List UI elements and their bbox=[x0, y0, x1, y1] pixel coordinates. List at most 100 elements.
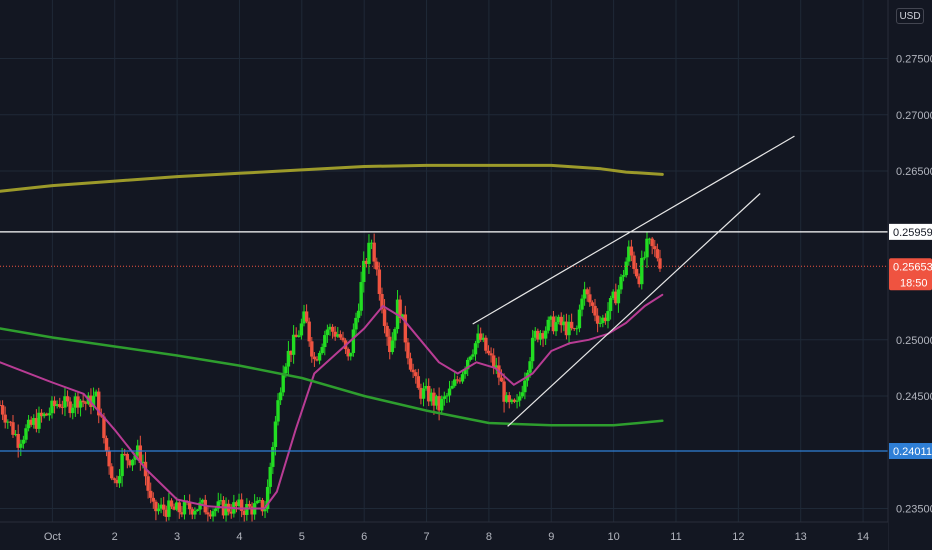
time-tick-label: 5 bbox=[299, 531, 305, 543]
candle-body bbox=[47, 413, 52, 416]
candle-body bbox=[294, 334, 298, 337]
candle-body bbox=[655, 249, 660, 259]
candle-body bbox=[258, 500, 262, 502]
current-price-label: 0.25653 bbox=[893, 261, 932, 273]
candle-body bbox=[354, 317, 358, 330]
candle-body bbox=[369, 242, 374, 244]
candle-body bbox=[356, 310, 361, 318]
candle-body bbox=[237, 499, 241, 507]
candle-body bbox=[346, 349, 350, 357]
candle-body bbox=[637, 276, 641, 285]
candle-body bbox=[21, 439, 26, 444]
candle-body bbox=[42, 413, 46, 417]
candle-body bbox=[130, 459, 135, 466]
time-tick-label: 3 bbox=[174, 531, 180, 543]
candle-body bbox=[601, 317, 605, 323]
time-tick-label: 9 bbox=[548, 531, 554, 543]
candle-body bbox=[281, 373, 285, 393]
candle-body bbox=[551, 316, 556, 332]
candle-body bbox=[650, 238, 654, 247]
candle-body bbox=[512, 399, 517, 402]
candle-body bbox=[149, 490, 153, 498]
candle-body bbox=[55, 404, 59, 407]
candle-body bbox=[416, 376, 421, 388]
resistance-price-tag bbox=[889, 223, 932, 240]
candle-body bbox=[432, 392, 436, 406]
candle-body bbox=[65, 396, 70, 402]
candle-body bbox=[278, 392, 283, 401]
candle-body bbox=[68, 401, 72, 414]
time-tick-label: Oct bbox=[44, 531, 61, 543]
candle-body bbox=[276, 400, 280, 422]
candle-body bbox=[138, 445, 143, 463]
candle-body bbox=[286, 350, 291, 367]
candle-body bbox=[242, 510, 246, 515]
candle-body bbox=[450, 385, 454, 389]
candle-body bbox=[325, 329, 330, 336]
candle-body bbox=[606, 311, 610, 322]
candle-body bbox=[213, 508, 218, 512]
price-axis[interactable]: 0.23500 0.24500 0.25000 0.26500 0.27000 0.275… bbox=[896, 54, 932, 516]
candle-body bbox=[590, 302, 595, 306]
candle-body bbox=[585, 289, 589, 295]
price-tick-label: 0.23500 bbox=[896, 504, 932, 516]
time-axis[interactable]: Oct 2 3 4 5 6 7 8 9 10 11 12 13 14 bbox=[44, 531, 869, 543]
candle-body bbox=[517, 396, 522, 401]
currency-button[interactable]: USD bbox=[896, 8, 924, 24]
candle-body bbox=[8, 421, 13, 423]
candle-body bbox=[338, 334, 343, 338]
candle-body bbox=[29, 419, 33, 425]
current-price-tag bbox=[889, 258, 932, 291]
candle-body bbox=[473, 343, 478, 355]
moving-averages bbox=[0, 163, 664, 510]
price-tick-label: 0.24500 bbox=[896, 391, 932, 403]
candle-body bbox=[393, 329, 397, 341]
horizontal-levels bbox=[0, 231, 888, 452]
candle-body bbox=[533, 330, 537, 338]
candle-body bbox=[445, 395, 449, 397]
candle-body bbox=[13, 433, 18, 435]
candle-body bbox=[299, 323, 304, 336]
candle-body bbox=[588, 294, 592, 303]
candle-body bbox=[658, 258, 662, 269]
candle-body bbox=[442, 396, 447, 399]
candle-body bbox=[611, 291, 615, 299]
candle-body bbox=[172, 506, 176, 510]
time-tick-label: 10 bbox=[607, 531, 619, 543]
candle-body bbox=[580, 298, 584, 310]
candle-body bbox=[541, 333, 545, 339]
candle-body bbox=[193, 510, 197, 515]
candle-body bbox=[180, 512, 184, 515]
candle-body bbox=[330, 326, 335, 332]
price-tick-label: 0.27000 bbox=[896, 110, 932, 122]
candle-body bbox=[219, 500, 223, 502]
candle-body bbox=[608, 298, 613, 312]
candle-body bbox=[146, 476, 150, 491]
candle-body bbox=[349, 353, 353, 357]
candle-body bbox=[307, 321, 311, 342]
trend-line bbox=[472, 135, 795, 325]
time-tick-label: 4 bbox=[236, 531, 242, 543]
candle-body bbox=[211, 511, 215, 517]
candle-body bbox=[156, 508, 161, 512]
candle-body bbox=[403, 314, 408, 343]
candle-body bbox=[577, 309, 582, 329]
candle-body bbox=[73, 396, 78, 408]
candle-body bbox=[486, 350, 491, 354]
candle-body bbox=[102, 416, 106, 439]
candle-body bbox=[154, 501, 158, 512]
candle-body bbox=[377, 269, 382, 294]
candle-body bbox=[502, 381, 506, 402]
candle-body bbox=[117, 476, 122, 484]
candle-body bbox=[491, 355, 496, 368]
candle-body bbox=[647, 238, 652, 240]
candle-body bbox=[401, 314, 405, 319]
candle-body bbox=[78, 400, 83, 408]
candle-body bbox=[310, 341, 314, 357]
candle-body bbox=[481, 337, 485, 340]
candle-body bbox=[582, 289, 587, 299]
candle-body bbox=[0, 405, 5, 415]
candle-body bbox=[465, 359, 470, 370]
candle-body bbox=[291, 334, 296, 355]
